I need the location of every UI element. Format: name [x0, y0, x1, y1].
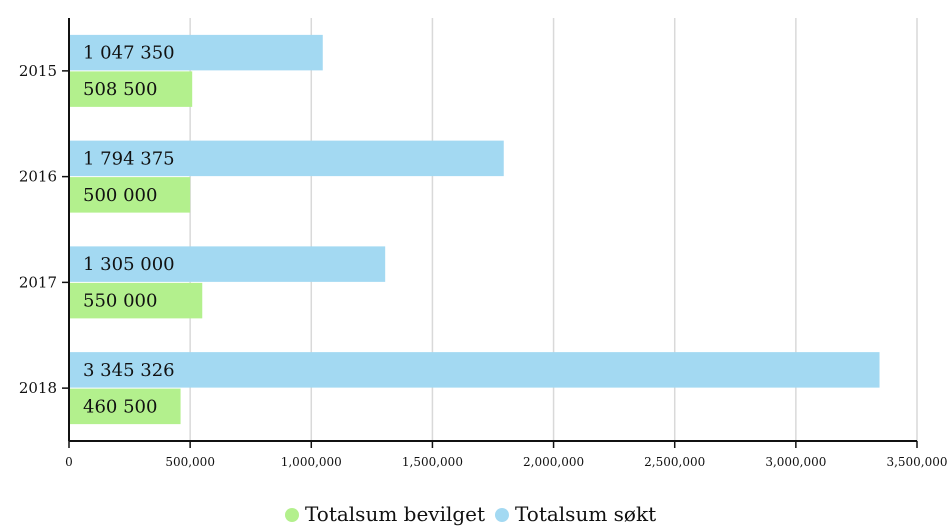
- x-tick-label: 3,500,000: [886, 455, 947, 469]
- x-tick-label: 0: [65, 455, 73, 469]
- legend-label: Totalsum bevilget: [305, 502, 485, 526]
- x-tick-label: 2,000,000: [523, 455, 584, 469]
- category-label: 2015: [19, 62, 57, 80]
- bar-sokt-2017: [69, 246, 386, 282]
- bars: 1 047 350 508 500 1 794 375 500 000 1 305 00…: [69, 34, 880, 425]
- axes: 2015 2016 2017 2018 0 500,000 1,000,000 1,500,0…: [19, 18, 948, 469]
- data-label: 550 000: [83, 291, 157, 312]
- bar-sokt-2015: [69, 34, 323, 71]
- x-tick-label: 2,500,000: [644, 455, 705, 469]
- x-tick-label: 1,000,000: [281, 455, 342, 469]
- category-label: 2017: [19, 273, 57, 291]
- data-label: 3 345 326: [83, 360, 175, 381]
- legend: Totalsum bevilget Totalsum søkt: [285, 502, 656, 526]
- category-label: 2016: [19, 168, 57, 186]
- bar-bevilget-2017: [69, 282, 203, 319]
- data-label: 460 500: [83, 396, 157, 417]
- grid-lines: [189, 18, 918, 441]
- bar-bevilget-2015: [69, 71, 193, 107]
- data-label: 1 047 350: [83, 43, 175, 64]
- data-label: 508 500: [83, 79, 157, 100]
- data-label: 1 305 000: [83, 254, 175, 275]
- x-tick-label: 3,000,000: [765, 455, 826, 469]
- bar-bevilget-2016: [69, 177, 191, 213]
- bar-sokt-2016: [69, 140, 504, 177]
- legend-marker: [285, 508, 299, 522]
- legend-marker: [495, 508, 509, 522]
- data-label: 500 000: [83, 185, 157, 206]
- legend-label: Totalsum søkt: [515, 502, 656, 526]
- category-label: 2018: [19, 379, 57, 397]
- data-label: 1 794 375: [83, 148, 175, 169]
- bar-sokt-2018: [69, 352, 880, 388]
- bar-bevilget-2018: [69, 388, 181, 425]
- x-tick-label: 500,000: [165, 455, 215, 469]
- x-tick-label: 1,500,000: [402, 455, 463, 469]
